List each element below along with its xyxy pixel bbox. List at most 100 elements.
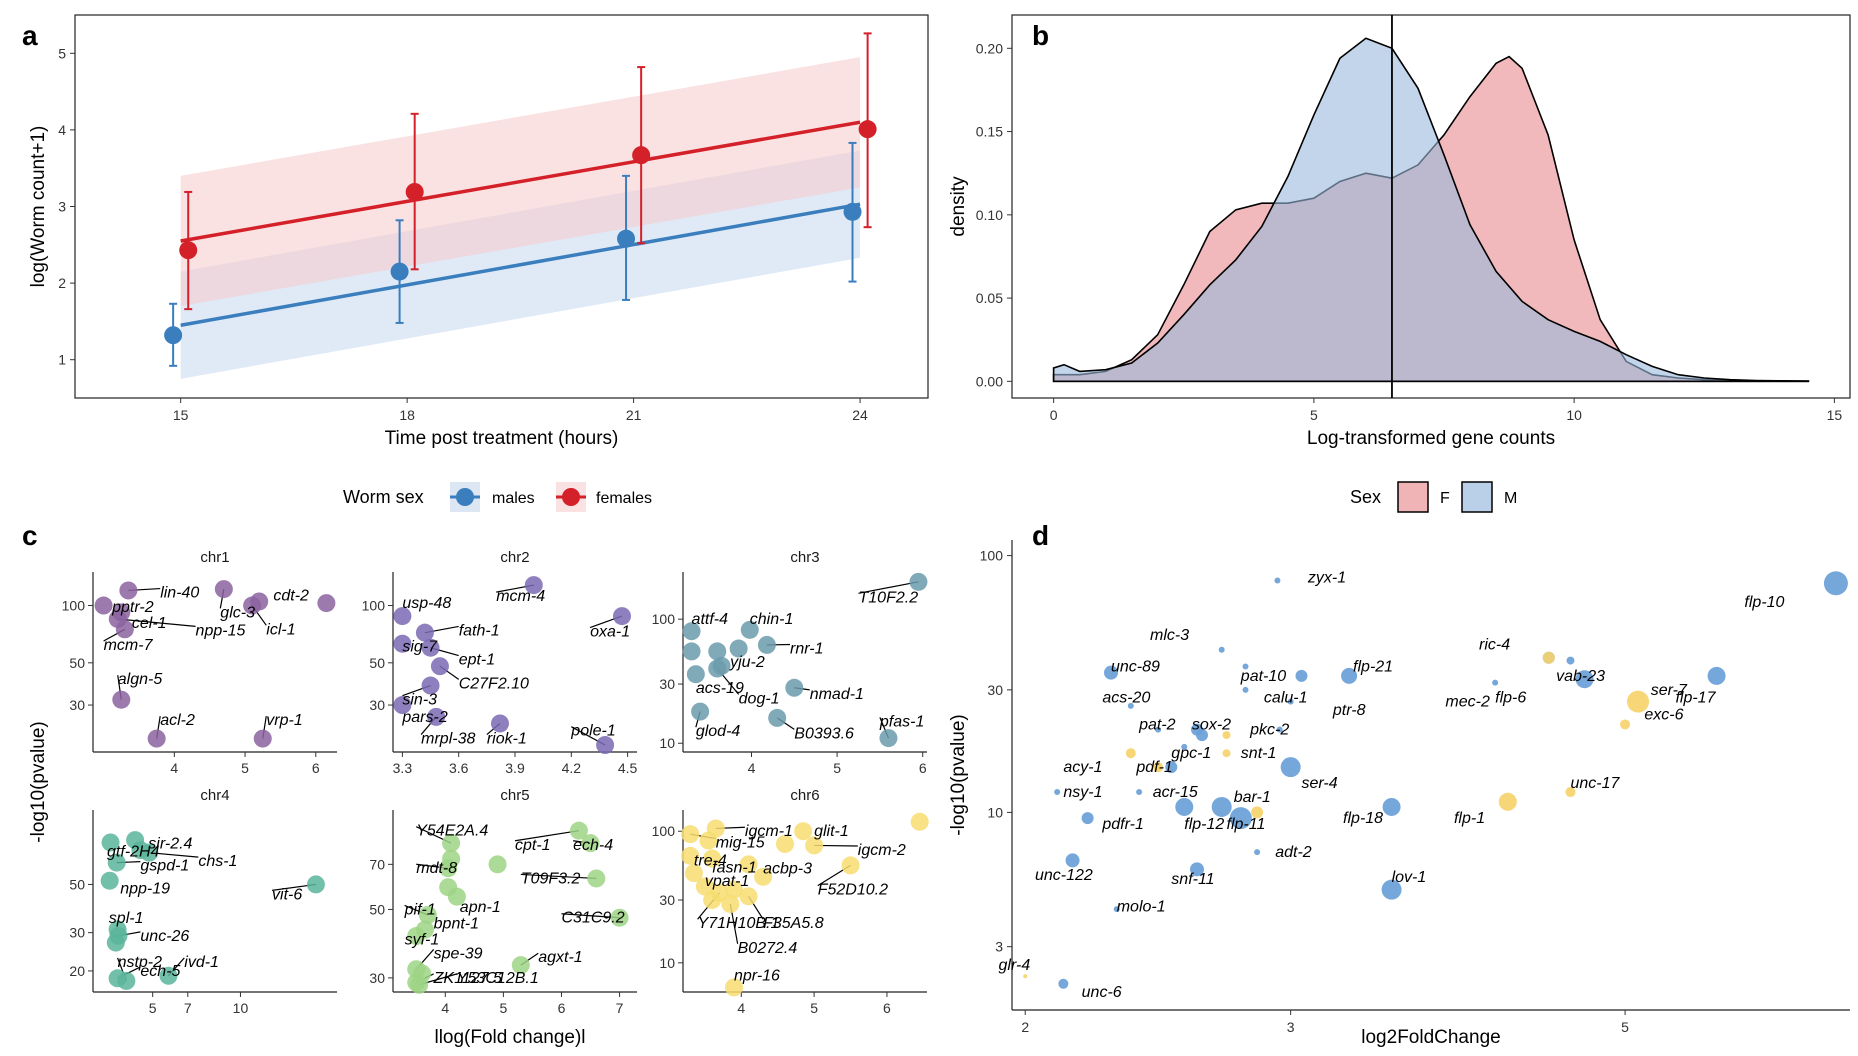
- c-gene-label-attf-4: attf-4: [692, 611, 729, 628]
- a-ytick-label: 3: [58, 199, 66, 215]
- d-x-axis-title: log2FoldChange: [1361, 1027, 1500, 1048]
- d-gene-label-nsy-1: nsy-1: [1063, 784, 1102, 801]
- d-xtick-label: 5: [1621, 1019, 1629, 1035]
- d-point-bar-1: [1211, 796, 1232, 817]
- legend-label-f: F: [1440, 490, 1450, 507]
- d-point-unc-122: [1065, 853, 1080, 868]
- c-ytick-label-chr4: 50: [69, 876, 85, 892]
- c-gene-label-syf-1: syf-1: [405, 931, 440, 948]
- c-gene-label-icl-1: icl-1: [266, 621, 295, 638]
- c-gene-label-y71h10b-1: Y71H10B.1: [698, 915, 780, 932]
- b-density-m: [1052, 37, 1810, 383]
- d-gene-label-glr-4: glr-4: [999, 957, 1031, 974]
- c-ytick-label-chr3: 30: [659, 676, 675, 692]
- b-ytick-label: 0.00: [976, 373, 1003, 389]
- c-xtick-label-chr1: 4: [170, 760, 178, 776]
- c-gene-label-cel-1: cel-1: [132, 615, 167, 632]
- c-gene-label-igcm-1: igcm-1: [745, 823, 793, 840]
- c-point-chs-1: [140, 843, 159, 862]
- c-gene-label-nmad-1: nmad-1: [810, 686, 864, 703]
- d-point-flp-18: [1382, 797, 1401, 816]
- c-xtick-label-chr6: 6: [883, 1000, 891, 1016]
- c-gene-label-dog-1: dog-1: [739, 690, 780, 707]
- d-gene-label-flp-17: flp-17: [1675, 690, 1716, 707]
- c-gene-label-acs-19: acs-19: [696, 680, 744, 697]
- d-ytick-label: 3: [995, 939, 1003, 955]
- c-point-y53c12b-1: [410, 975, 429, 994]
- d-gene-label-vab-23: vab-23: [1556, 668, 1605, 685]
- c-xtick-label-chr4: 7: [184, 1000, 192, 1016]
- panel-label-d: d: [1032, 520, 1049, 551]
- c-xtick-label-chr3: 5: [833, 760, 841, 776]
- c-gene-label-c27f2-10: C27F2.10: [459, 675, 529, 692]
- c-point-glod-4: [691, 702, 710, 721]
- d-y-axis-title: -log10(pvalue): [948, 714, 969, 835]
- c-gene-label-mcm-7: mcm-7: [104, 637, 154, 654]
- c-strip-chr2: chr2: [500, 549, 529, 566]
- c-ytick-label-chr6: 100: [652, 823, 676, 839]
- d-gene-label-flp-12: flp-12: [1184, 816, 1224, 833]
- c-point-ept-1: [421, 638, 440, 657]
- c-point-t10f2-2: [909, 572, 928, 591]
- d-point-unlabeled: [1542, 651, 1555, 664]
- c-point-c31c9-2: [610, 908, 629, 927]
- c-point-t09f3-2: [587, 869, 606, 888]
- legend-dot-males: [456, 488, 474, 506]
- legend-dot-females: [562, 488, 580, 506]
- c-xtick-label-chr3: 4: [748, 760, 756, 776]
- c-point-chr6: [754, 867, 773, 886]
- d-gene-label-acs-20: acs-20: [1102, 690, 1150, 707]
- c-ytick-label-chr5: 50: [369, 901, 385, 917]
- c-xtick-label-chr5: 4: [441, 1000, 449, 1016]
- d-gene-label-flp-6: flp-6: [1495, 690, 1526, 707]
- d-point-unlabeled: [1165, 761, 1178, 774]
- d-gene-label-adt-2: adt-2: [1275, 844, 1312, 861]
- c-strip-chr4: chr4: [200, 787, 229, 804]
- d-gene-label-pdfr-1: pdfr-1: [1101, 816, 1144, 833]
- c-point-dog-1: [708, 659, 727, 678]
- d-gene-label-bar-1: bar-1: [1234, 789, 1271, 806]
- c-ytick-label-chr2: 100: [362, 598, 386, 614]
- c-point-gspd-1: [107, 853, 126, 872]
- c-gene-label-igcm-2: igcm-2: [858, 842, 906, 859]
- d-point-pat-10: [1295, 669, 1308, 682]
- panel-a: 1 2 3 4 5 15 18 21 24 Time post treatment (hours)…: [28, 14, 929, 449]
- c-gene-label-f52d10-2: F52D10.2: [818, 882, 888, 899]
- legend-title-sex: Sex: [1350, 487, 1381, 507]
- c-gene-label-mig-15: mig-15: [716, 835, 765, 852]
- c-gene-label-agxt-1: agxt-1: [538, 949, 582, 966]
- c-point-attf-4: [682, 622, 701, 641]
- c-leader-t09f3-2: [520, 873, 597, 880]
- a-xtick-label: 21: [626, 407, 642, 423]
- c-gene-label-mcm-4: mcm-4: [496, 588, 545, 605]
- d-gene-label-acr-15: acr-15: [1153, 784, 1198, 801]
- d-point-acy-1: [1125, 748, 1136, 759]
- c-gene-label-b0393-6: B0393.6: [794, 725, 854, 742]
- d-gene-label-unc-17: unc-17: [1570, 775, 1620, 792]
- d-point-lov-1: [1381, 879, 1402, 900]
- c-gene-label-mdt-8: mdt-8: [416, 860, 457, 877]
- c-gene-label-lin-40: lin-40: [160, 585, 199, 602]
- c-gene-label-cdt-2: cdt-2: [273, 587, 309, 604]
- panel-d: 3 10 30 100 2 3 5 log2FoldChange -log10(pvalue) z…: [948, 540, 1850, 1048]
- c-gene-label-b0272-4: B0272.4: [738, 940, 798, 957]
- c-gene-label-pfas-1: pfas-1: [879, 713, 924, 730]
- c-gene-label-yju-2: yju-2: [729, 654, 765, 671]
- c-xtick-label-chr6: 4: [737, 1000, 745, 1016]
- d-point-nsy-1: [1054, 789, 1061, 796]
- c-point-mcm-7: [115, 620, 134, 639]
- panel-label-a: a: [22, 20, 38, 51]
- c-leader-npp-15: [117, 618, 196, 628]
- c-gene-label-chs-1: chs-1: [198, 853, 237, 870]
- d-gene-label-calu-1: calu-1: [1264, 690, 1308, 707]
- d-gene-label-exc-6: exc-6: [1644, 707, 1683, 724]
- panel-label-b: b: [1032, 20, 1049, 51]
- b-xtick-label: 0: [1050, 407, 1058, 423]
- c-point-pif-1: [418, 905, 437, 924]
- c-gene-label-oxa-1: oxa-1: [590, 624, 630, 641]
- d-gene-label-flp-21: flp-21: [1353, 658, 1393, 675]
- c-xtick-label-chr1: 6: [312, 760, 320, 776]
- c-gene-label-pars-2: pars-2: [401, 709, 447, 726]
- c-ytick-label-chr2: 50: [369, 655, 385, 671]
